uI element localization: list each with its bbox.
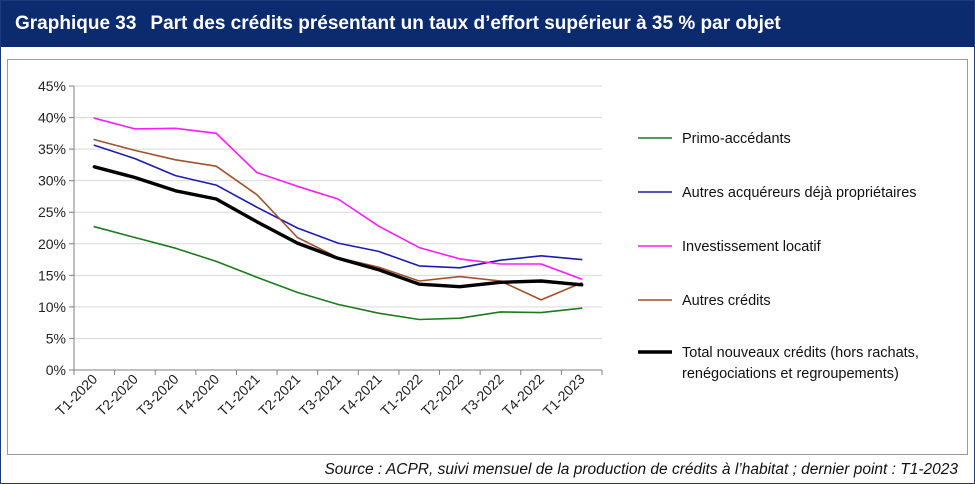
chart-box: 0% 5% 10% 15% 20% 25% 30% 35% 40% 45% T1-2020 T2-2… bbox=[7, 59, 968, 455]
series-line-4 bbox=[92, 165, 584, 289]
x-tick-label: T1-2022 bbox=[377, 371, 425, 419]
x-tick-labels: T1-2020T2-2020T3-2020T4-2020T1-2021T2-20… bbox=[52, 371, 588, 419]
line-chart: 0% 5% 10% 15% 20% 25% 30% 35% 40% 45% T1-2020T2-2… bbox=[38, 78, 919, 419]
axes bbox=[69, 85, 603, 375]
series-line-1 bbox=[93, 144, 583, 269]
y-tick-label: 0% bbox=[46, 362, 66, 378]
y-tick-label: 25% bbox=[38, 204, 66, 220]
y-tick-label: 10% bbox=[38, 299, 66, 315]
series-line-2 bbox=[93, 117, 583, 280]
x-tick-label: T4-2020 bbox=[174, 371, 222, 419]
grid-lines bbox=[74, 85, 602, 339]
x-tick-label: T1-2023 bbox=[540, 371, 588, 419]
legend-label: Primo-accédants bbox=[682, 131, 791, 147]
x-tick-label: T1-2021 bbox=[215, 371, 263, 419]
legend-label: Investissement locatif bbox=[682, 239, 822, 255]
y-tick-labels: 0% 5% 10% 15% 20% 25% 30% 35% 40% 45% bbox=[38, 78, 66, 378]
y-tick-label: 15% bbox=[38, 267, 66, 283]
y-tick-label: 30% bbox=[38, 173, 66, 189]
x-tick-label: T2-2022 bbox=[418, 371, 466, 419]
x-tick-label: T3-2021 bbox=[296, 371, 344, 419]
x-tick-label: T2-2021 bbox=[255, 371, 303, 419]
y-tick-label: 5% bbox=[46, 330, 66, 346]
figure-title: Part des crédits présentant un taux d’ef… bbox=[150, 13, 781, 34]
series-lines bbox=[92, 117, 584, 321]
y-tick-label: 40% bbox=[38, 110, 66, 126]
source-note: Source : ACPR, suivi mensuel de la produ… bbox=[324, 461, 958, 478]
y-tick-label: 20% bbox=[38, 236, 66, 252]
legend-label: Total nouveaux crédits (hors rachats, bbox=[682, 345, 919, 361]
series-line-0 bbox=[93, 225, 583, 321]
x-tick-label: T4-2021 bbox=[337, 371, 385, 419]
figure-number: Graphique 33 bbox=[15, 13, 137, 34]
y-tick-label: 45% bbox=[38, 78, 66, 94]
x-tick-label: T2-2020 bbox=[93, 371, 141, 419]
series-line-3 bbox=[93, 138, 583, 301]
x-tick-label: T4-2022 bbox=[499, 371, 547, 419]
x-tick-label: T3-2020 bbox=[133, 371, 181, 419]
legend-label: renégociations et regroupements) bbox=[682, 366, 899, 382]
legend-label: Autres acquéreurs déjà propriétaires bbox=[682, 185, 917, 201]
y-tick-label: 35% bbox=[38, 141, 66, 157]
legend: Primo-accédants Autres acquéreurs déjà pr… bbox=[638, 131, 919, 382]
figure-header: Graphique 33 Part des crédits présentant… bbox=[1, 1, 974, 47]
legend-label: Autres crédits bbox=[682, 293, 771, 309]
x-tick-label: T3-2022 bbox=[458, 371, 506, 419]
